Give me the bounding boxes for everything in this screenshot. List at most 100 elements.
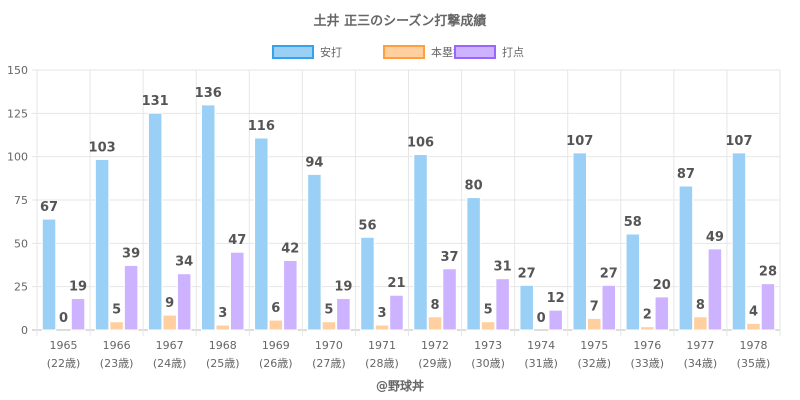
bar-rbi-1977 — [707, 248, 723, 331]
bar-home-runs-1975 — [587, 317, 602, 331]
bar-home-runs-1971 — [374, 324, 390, 331]
chart-title: 土井 正三のシーズン打撃成績 — [314, 13, 487, 29]
bar-hits-1976 — [625, 233, 641, 331]
legend-item-1[interactable]: 本塁打 — [383, 45, 464, 59]
x-tick-sublabel: (22歳) — [47, 357, 81, 370]
bar-home-runs-1972 — [427, 316, 443, 331]
bar-rbi-1972 — [442, 268, 457, 331]
bar-home-runs-1967 — [162, 314, 177, 331]
data-label-home-runs-1972: 8 — [431, 298, 440, 313]
bar-rbi-1967 — [176, 273, 192, 331]
data-label-home-runs-1977: 8 — [696, 298, 705, 313]
x-tick-sublabel: (32歳) — [577, 357, 611, 370]
x-tick-label: 1978 — [739, 339, 767, 352]
bar-hits-1972 — [413, 154, 428, 331]
data-label-home-runs-1965: 0 — [59, 311, 68, 326]
data-label-home-runs-1968: 3 — [218, 306, 227, 321]
x-tick-label: 1971 — [368, 339, 396, 352]
bar-hits-1971 — [360, 236, 375, 331]
bar-home-runs-1973 — [480, 321, 496, 331]
x-axis: 1965 (22歳) 1966 (23歳) 1967 (24歳) 1968 (25歳) 1969… — [47, 339, 771, 370]
data-label-home-runs-1976: 2 — [643, 308, 652, 323]
data-label-hits-1974: 27 — [518, 266, 536, 281]
x-tick-label: 1976 — [633, 339, 661, 352]
bar-hits-1967 — [147, 112, 163, 331]
data-label-hits-1966: 103 — [89, 141, 116, 156]
y-axis: 0 25 50 75 100 125 150 — [7, 64, 28, 337]
data-label-hits-1967: 131 — [142, 94, 169, 109]
data-label-home-runs-1974: 0 — [537, 311, 546, 326]
y-tick-label: 25 — [14, 281, 28, 294]
data-label-home-runs-1975: 7 — [590, 299, 599, 314]
bar-hits-1974 — [519, 284, 534, 331]
bar-rbi-1975 — [601, 284, 616, 331]
x-tick-sublabel: (24歳) — [153, 357, 187, 370]
x-tick-label: 1967 — [156, 339, 184, 352]
data-label-hits-1969: 116 — [248, 119, 275, 134]
bar-hits-1977 — [678, 185, 694, 331]
data-label-rbi-1969: 42 — [281, 241, 299, 256]
bar-home-runs-1978 — [746, 322, 761, 331]
x-tick-label: 1973 — [474, 339, 502, 352]
data-label-home-runs-1973: 5 — [484, 303, 493, 318]
footer-credit: @野球丼 — [376, 378, 424, 393]
data-label-home-runs-1969: 6 — [271, 301, 280, 316]
bar-rbi-1974 — [548, 309, 563, 331]
data-label-rbi-1972: 37 — [440, 250, 458, 265]
data-label-home-runs-1967: 9 — [165, 296, 174, 311]
data-label-hits-1973: 80 — [465, 179, 483, 194]
x-tick-sublabel: (25歳) — [206, 357, 240, 370]
x-tick-label: 1969 — [262, 339, 290, 352]
legend-item-0[interactable]: 安打 — [272, 45, 342, 59]
data-label-rbi-1978: 28 — [759, 265, 777, 280]
x-tick-label: 1970 — [315, 339, 343, 352]
x-tick-sublabel: (23歳) — [100, 357, 134, 370]
bar-home-runs-1977 — [693, 316, 708, 331]
data-label-rbi-1974: 12 — [547, 291, 565, 306]
bar-rbi-1968 — [230, 251, 245, 331]
data-label-rbi-1967: 34 — [175, 255, 193, 270]
legend-swatch — [454, 45, 496, 59]
x-tick-sublabel: (31歳) — [524, 357, 558, 370]
x-tick-label: 1972 — [421, 339, 449, 352]
x-tick-label: 1975 — [580, 339, 608, 352]
grid — [32, 69, 781, 336]
data-label-rbi-1976: 20 — [653, 278, 671, 293]
bar-rbi-1976 — [654, 296, 670, 331]
bar-hits-1973 — [466, 197, 481, 331]
x-tick-sublabel: (33歳) — [631, 357, 665, 370]
y-tick-label: 50 — [14, 237, 28, 250]
data-label-hits-1970: 94 — [305, 155, 323, 170]
y-tick-label: 125 — [7, 107, 28, 120]
x-tick-label: 1965 — [50, 339, 78, 352]
y-tick-label: 100 — [7, 151, 28, 164]
data-label-hits-1975: 107 — [566, 134, 593, 149]
bar-home-runs-1968 — [215, 324, 230, 331]
data-label-rbi-1977: 49 — [706, 230, 724, 245]
bars — [41, 104, 776, 331]
x-tick-label: 1966 — [103, 339, 131, 352]
x-tick-sublabel: (34歳) — [684, 357, 718, 370]
legend-item-2[interactable]: 打点 — [454, 45, 524, 59]
bar-hits-1966 — [94, 159, 110, 331]
bar-home-runs-1966 — [109, 321, 124, 331]
data-label-hits-1972: 106 — [407, 136, 434, 151]
y-tick-label: 150 — [7, 64, 28, 77]
data-label-home-runs-1978: 4 — [749, 304, 758, 319]
x-tick-sublabel: (35歳) — [737, 357, 771, 370]
bar-hits-1965 — [41, 218, 57, 331]
data-label-home-runs-1970: 5 — [324, 303, 333, 318]
data-label-hits-1978: 107 — [725, 134, 752, 149]
legend-label: 打点 — [502, 45, 524, 59]
x-tick-sublabel: (27歳) — [312, 357, 346, 370]
data-label-home-runs-1966: 5 — [112, 303, 121, 318]
bar-rbi-1966 — [123, 264, 139, 331]
bar-rbi-1971 — [389, 294, 404, 331]
data-label-rbi-1966: 39 — [122, 246, 140, 261]
x-tick-label: 1968 — [209, 339, 237, 352]
bar-hits-1969 — [254, 137, 269, 331]
bar-hits-1975 — [572, 152, 587, 331]
data-label-rbi-1968: 47 — [228, 233, 246, 248]
